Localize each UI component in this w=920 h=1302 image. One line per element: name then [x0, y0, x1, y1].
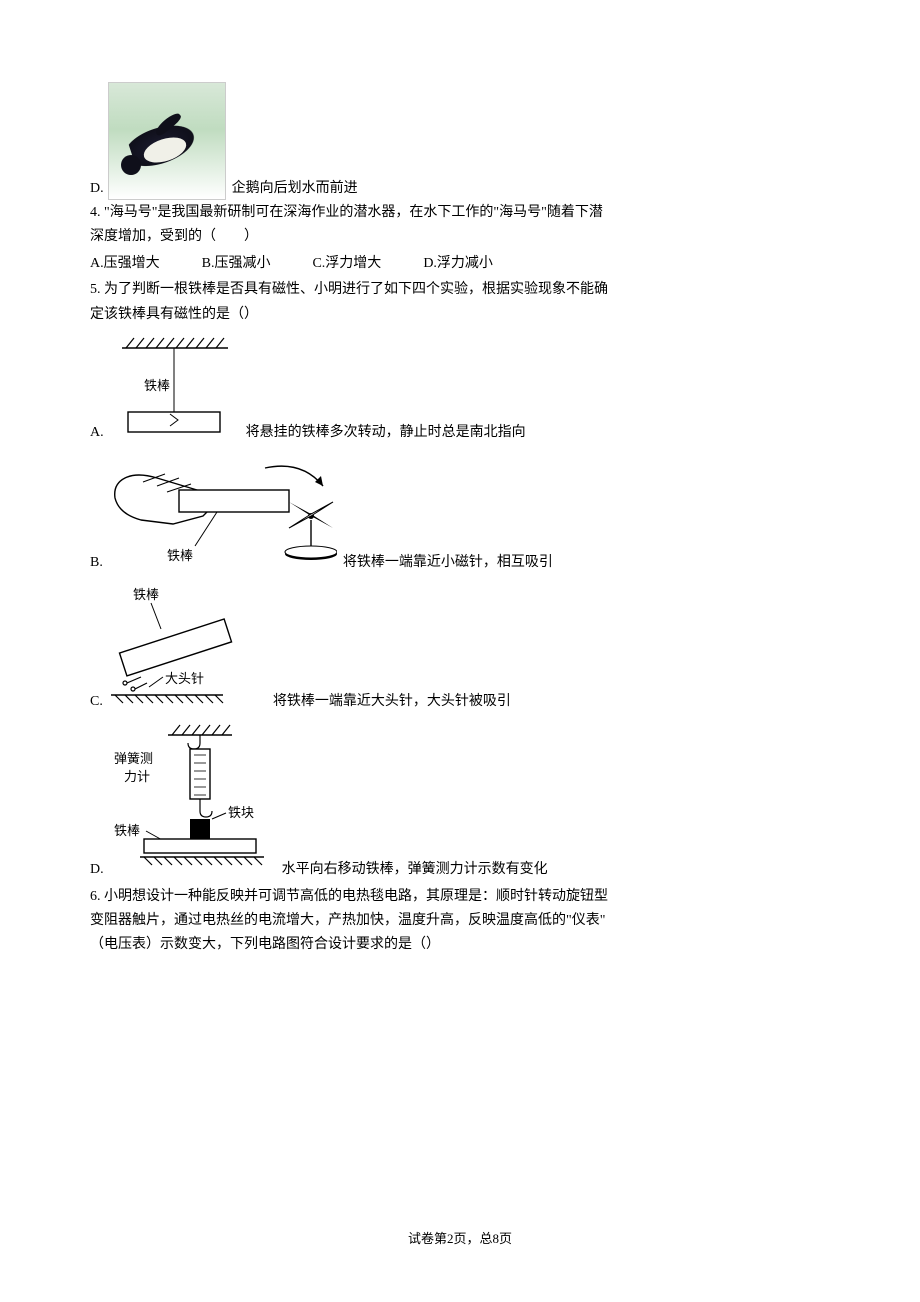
footer-text-right: 页	[499, 1231, 512, 1246]
penguin-image	[108, 82, 226, 200]
q6-number: 6.	[90, 889, 101, 904]
q4-opt-c: C.浮力增大	[312, 253, 381, 275]
q5b-diagram: 铁棒	[107, 454, 337, 574]
q5d-text: 水平向右移动铁棒，弹簧测力计示数有变化	[282, 859, 548, 881]
q4-stem-1: "海马号"是我国最新研制可在深海作业的潜水器，在水下工作的"海马号"随着下潜	[104, 205, 603, 220]
q4-opt-b: B.压强减小	[202, 253, 271, 275]
q3-option-d: D. 企鹅向后划水而前进	[90, 82, 830, 200]
q6-stem-3: （电压表）示数变大，下列电路图符合设计要求的是（）	[90, 934, 830, 956]
q5b-label: B.	[90, 552, 103, 574]
q5b-text: 将铁棒一端靠近小磁针，相互吸引	[343, 552, 553, 574]
q5c-diagram: 铁棒 大头针	[107, 585, 267, 713]
q5a-text: 将悬挂的铁棒多次转动，静止时总是南北指向	[246, 422, 526, 444]
q5-stem-1: 为了判断一根铁棒是否具有磁性、小明进行了如下四个实验，根据实验现象不能确	[104, 282, 608, 297]
q5-option-c: C. 铁棒 大头针	[90, 585, 830, 713]
q5d-scale-label-1: 弹簧测	[114, 751, 153, 766]
q5d-label: D.	[90, 859, 104, 881]
option-label-d: D.	[90, 178, 104, 200]
q5-number: 5.	[90, 282, 101, 297]
q5-option-d: D.	[90, 723, 830, 881]
q5b-img-label: 铁棒	[167, 548, 193, 563]
page-footer: 试卷第2页，总8页	[0, 1229, 920, 1250]
q6-stem-1: 小明想设计一种能反映并可调节高低的电热毯电路，其原理是：顺时针转动旋钮型	[104, 889, 608, 904]
page-content: D. 企鹅向后划水而前进 4. "海马号"是我国最新研制可在深海作业的潜水器，在…	[0, 0, 920, 1302]
q5d-diagram: 弹簧测 力计 铁块 铁棒	[108, 723, 276, 881]
q5c-pin-label: 大头针	[165, 671, 204, 686]
q5d-block-label: 铁块	[228, 805, 254, 820]
q4-options: A.压强增大 B.压强减小 C.浮力增大 D.浮力减小	[90, 253, 830, 275]
q5-stem: 5. 为了判断一根铁棒是否具有磁性、小明进行了如下四个实验，根据实验现象不能确	[90, 279, 830, 301]
footer-text-left: 试卷第	[408, 1231, 447, 1246]
q5d-rod-label: 铁棒	[114, 823, 140, 838]
q4-opt-a: A.压强增大	[90, 253, 160, 275]
q5d-scale-label-2: 力计	[124, 769, 150, 784]
q4-opt-d: D.浮力减小	[423, 253, 493, 275]
q5a-label: A.	[90, 422, 104, 444]
q5-option-b: B. 铁棒	[90, 454, 830, 574]
q3-optd-text: 企鹅向后划水而前进	[232, 178, 358, 200]
q6-stem-2: 变阻器触片，通过电热丝的电流增大，产热加快，温度升高，反映温度高低的"仪表"	[90, 910, 830, 932]
q4-stem: 4. "海马号"是我国最新研制可在深海作业的潜水器，在水下工作的"海马号"随着下…	[90, 202, 830, 224]
footer-text-mid: 页，总	[453, 1231, 492, 1246]
q5a-diagram: 铁棒	[108, 334, 240, 444]
q5c-rod-label: 铁棒	[133, 587, 159, 602]
q6-stem: 6. 小明想设计一种能反映并可调节高低的电热毯电路，其原理是：顺时针转动旋钮型	[90, 886, 830, 908]
q4-stem-2: 深度增加，受到的（ ）	[90, 226, 830, 248]
q4-number: 4.	[90, 205, 101, 220]
q5-option-a: A.	[90, 334, 830, 444]
q5c-text: 将铁棒一端靠近大头针，大头针被吸引	[273, 691, 511, 713]
q5c-label: C.	[90, 691, 103, 713]
q5-stem-2: 定该铁棒具有磁性的是（）	[90, 304, 830, 326]
q5a-img-label: 铁棒	[144, 378, 170, 393]
